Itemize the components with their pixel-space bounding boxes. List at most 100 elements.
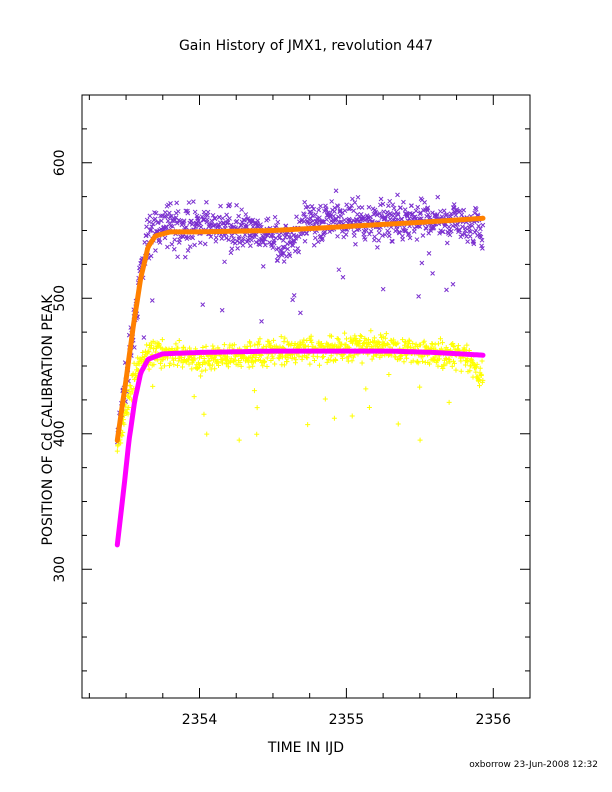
data-point-x [185,210,191,216]
data-point-x [467,233,473,239]
data-point-plus [463,362,469,368]
data-point-plus [145,349,151,355]
data-point-plus [127,383,133,389]
data-point-plus [335,344,341,350]
data-point-x [362,237,368,242]
data-point-plus [473,369,479,375]
data-point-plus [383,331,389,337]
data-point-x [292,238,297,244]
data-point-x [177,237,182,243]
data-point-x [282,234,288,240]
data-point-x [240,236,246,241]
data-point-x [147,219,152,225]
chart-title: Gain History of JMX1, revolution 447 [178,38,434,54]
data-point-x [440,229,446,234]
data-point-plus [333,357,339,363]
data-point-plus [449,363,455,369]
data-point-plus [220,360,226,366]
data-point-x [425,212,431,217]
data-point-plus [415,360,421,366]
data-point-x [248,243,253,249]
data-point-x [219,307,225,313]
data-point-x [171,246,177,252]
data-point-plus [231,342,237,348]
data-point-x [285,246,290,252]
data-point-x [476,223,481,229]
data-point-plus [339,355,345,361]
data-point-x [350,196,355,202]
data-point-plus [309,339,315,345]
data-point-plus [304,355,310,361]
data-point-x [195,218,201,224]
data-point-x [296,234,302,240]
data-point-plus [150,346,156,352]
data-point-x [381,209,387,215]
data-point-x [382,232,388,238]
data-point-plus [250,363,256,369]
data-point-plus [436,356,442,362]
data-point-plus [121,421,127,427]
data-point-x [265,216,271,222]
data-point-x [236,234,242,240]
data-point-x [343,232,349,237]
data-point-plus [443,355,449,361]
data-point-x [174,200,180,206]
data-point-plus [417,437,423,443]
data-point-x [335,233,340,239]
data-point-plus [156,342,162,348]
data-point-x [235,246,240,251]
data-point-x [170,224,176,229]
data-point-plus [253,354,259,360]
data-point-x [239,223,244,228]
data-point-plus [181,344,187,350]
data-point-plus [251,388,257,394]
data-point-x [359,205,365,210]
data-point-x [222,259,227,265]
data-point-x [441,208,447,214]
data-point-plus [314,354,320,360]
data-point-x [403,228,409,234]
data-point-x [168,200,173,206]
data-point-x [204,217,210,223]
data-point-x [270,233,276,239]
data-point-x [226,237,232,243]
data-point-x [192,242,197,248]
data-point-plus [236,437,242,443]
data-point-plus [162,363,168,369]
data-point-x [311,242,317,248]
data-point-plus [200,344,206,350]
data-point-plus [348,335,354,341]
data-point-x [313,212,319,217]
data-point-x [469,223,475,229]
data-point-x [375,245,380,250]
data-point-plus [293,357,299,363]
data-point-plus [377,341,383,347]
data-point-plus [147,345,153,351]
data-point-x [228,250,234,256]
data-point-x [302,199,307,205]
data-point-x [155,219,161,225]
data-point-x [239,207,245,213]
data-point-plus [440,366,446,372]
data-point-plus [305,422,311,428]
data-point-x [320,219,326,225]
data-point-x [177,218,183,224]
data-point-plus [201,411,207,417]
data-point-plus [328,333,334,339]
data-point-plus [146,348,152,354]
data-point-plus [352,333,358,339]
data-point-plus [379,353,385,359]
data-point-plus [192,356,198,362]
data-point-x [302,212,307,217]
data-point-plus [307,361,313,367]
data-point-x [243,212,249,217]
data-point-plus [327,357,333,363]
data-point-plus [361,340,367,346]
data-point-plus [146,366,152,372]
data-point-plus [453,367,459,373]
data-point-x [344,202,350,208]
data-point-plus [447,359,453,365]
data-point-plus [209,362,215,368]
y-axis-label: POSITION OF Cd CALIBRATION PEAK [40,294,56,546]
data-point-x [347,206,353,211]
